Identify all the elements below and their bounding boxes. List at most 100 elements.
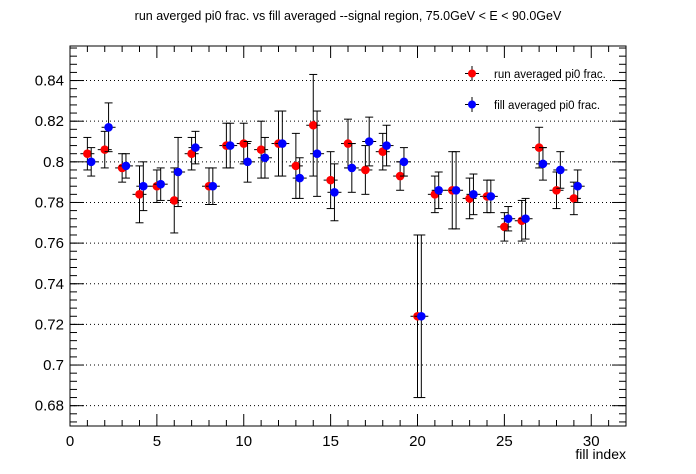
marker — [500, 222, 509, 232]
marker — [417, 311, 426, 321]
y-tick-label: 0.7 — [43, 357, 64, 374]
marker — [521, 214, 530, 224]
y-tick-label: 0.68 — [35, 398, 64, 415]
marker — [173, 167, 183, 177]
data-point-fill — [153, 167, 168, 201]
data-point-fill — [553, 151, 568, 189]
data-point-fill — [379, 124, 394, 167]
data-point-fill — [275, 110, 290, 177]
data-point-run — [80, 136, 95, 171]
marker — [291, 161, 301, 171]
x-tick-label: 5 — [153, 433, 161, 450]
marker — [469, 190, 478, 199]
marker — [208, 181, 218, 191]
legend: run averaged pi0 frac. fill averaged pi0… — [465, 66, 606, 112]
y-tick-label: 0.82 — [35, 113, 64, 130]
legend-entry-fill: fill averaged pi0 frac. — [465, 97, 600, 112]
legend-fill-marker — [468, 100, 476, 109]
legend-label-run: run averaged pi0 frac. — [494, 69, 606, 81]
marker — [86, 157, 96, 167]
data-point-run — [167, 167, 182, 234]
marker — [552, 185, 561, 195]
marker — [330, 188, 339, 197]
data-point-run — [358, 145, 373, 195]
data-point-fill — [257, 136, 272, 179]
marker — [169, 196, 179, 205]
marker — [361, 165, 370, 175]
data-point-fill — [362, 116, 377, 167]
data-point-fill — [223, 122, 238, 169]
data-point-fill — [101, 102, 116, 153]
legend-label-fill: fill averaged pi0 frac. — [494, 100, 600, 112]
data-point-run — [514, 199, 529, 242]
marker — [104, 122, 113, 132]
marker — [295, 173, 304, 183]
marker — [121, 161, 131, 171]
marker — [308, 120, 318, 130]
x-tick-label: 20 — [409, 433, 426, 450]
data-point-fill — [466, 173, 481, 216]
data-point-fill — [449, 151, 464, 230]
gridlines — [70, 80, 626, 407]
data-points — [80, 73, 585, 399]
marker — [260, 153, 270, 163]
marker — [100, 145, 110, 154]
y-tick-label: 0.8 — [43, 154, 64, 171]
legend-entry-run: run averaged pi0 frac. — [465, 66, 606, 81]
marker — [243, 157, 252, 167]
marker — [382, 141, 391, 150]
x-axis-tick-labels: 0 5 10 15 20 25 30 — [66, 433, 600, 450]
x-tick-label: 10 — [235, 433, 252, 450]
marker — [225, 141, 235, 150]
data-point-run — [132, 165, 147, 224]
y-tick-label: 0.74 — [35, 276, 64, 293]
x-tick-label: 30 — [583, 433, 600, 450]
data-point-fill — [292, 157, 307, 199]
data-point-fill — [118, 153, 133, 179]
marker — [486, 192, 496, 201]
data-point-fill — [136, 161, 151, 212]
data-point-run — [254, 120, 269, 179]
data-point-fill — [518, 197, 533, 240]
data-point-fill — [501, 206, 516, 232]
marker — [278, 139, 287, 148]
chart-title: run averged pi0 frac. vs fill averaged -… — [135, 9, 562, 23]
x-tick-label: 15 — [322, 433, 339, 450]
y-tick-label: 0.76 — [35, 235, 64, 252]
data-point-fill — [570, 169, 585, 203]
marker — [83, 149, 92, 159]
marker — [139, 181, 148, 191]
marker — [347, 163, 357, 173]
y-tick-label: 0.72 — [35, 316, 64, 333]
legend-run-marker — [468, 69, 476, 78]
data-point-fill — [414, 234, 429, 399]
y-tick-label: 0.84 — [35, 73, 64, 90]
axis-ticks — [69, 46, 626, 426]
marker — [569, 194, 579, 203]
marker — [312, 149, 322, 159]
marker — [135, 190, 144, 199]
data-point-fill — [205, 167, 220, 206]
marker — [364, 137, 374, 146]
data-point-run — [306, 73, 321, 177]
data-point-fill — [171, 136, 186, 208]
marker — [256, 145, 266, 154]
marker — [451, 185, 461, 195]
y-axis-tick-labels: 0.68 0.7 0.72 0.74 0.76 0.78 0.8 0.82 0.84 — [35, 73, 64, 415]
data-point-run — [288, 132, 303, 199]
data-point-fill — [535, 147, 550, 181]
data-point-fill — [240, 141, 255, 183]
marker — [434, 185, 443, 195]
marker — [556, 165, 565, 175]
marker — [503, 214, 513, 224]
data-point-run — [97, 130, 112, 169]
marker — [156, 179, 165, 189]
marker — [191, 143, 200, 152]
data-point-fill — [84, 147, 99, 177]
x-axis-title: fill index — [575, 446, 626, 462]
marker — [538, 159, 548, 169]
marker — [399, 157, 409, 167]
data-point-run — [184, 136, 199, 171]
marker — [326, 175, 335, 185]
